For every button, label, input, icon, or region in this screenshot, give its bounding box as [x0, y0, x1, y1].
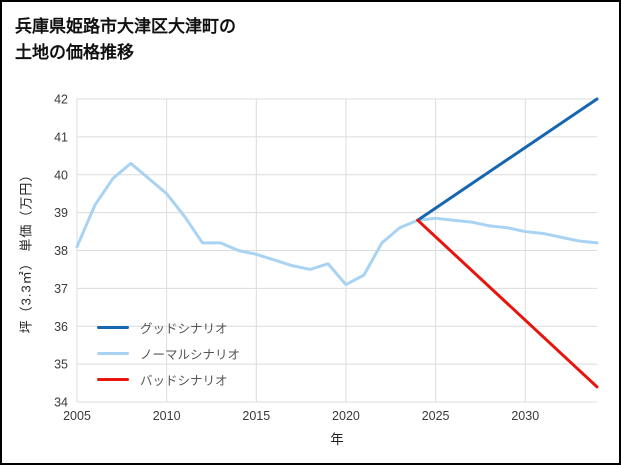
legend-swatch-good-scenario	[97, 325, 129, 329]
svg-text:2015: 2015	[242, 409, 270, 423]
svg-text:2030: 2030	[511, 409, 539, 423]
y-axis-label: 坪（3.3㎡） 単価（万円）	[18, 167, 34, 334]
legend: グッドシナリオ ノーマルシナリオ バッドシナリオ	[97, 319, 241, 388]
legend-item-normal-scenario: ノーマルシナリオ	[97, 345, 241, 362]
svg-text:2025: 2025	[422, 409, 450, 423]
svg-text:37: 37	[54, 282, 68, 296]
y-axis-label-wrap: 坪（3.3㎡） 単価（万円）	[10, 99, 40, 402]
chart-title: 兵庫県姫路市大津区大津町の 土地の価格推移	[15, 17, 236, 63]
legend-swatch-bad-scenario	[97, 377, 129, 381]
svg-text:2005: 2005	[63, 409, 91, 423]
plot-area: 34 35 36 37 38 39 40 41 42 2005 2010 2015 2020 2025 20…	[54, 93, 599, 423]
svg-text:36: 36	[54, 320, 68, 334]
svg-text:2020: 2020	[332, 409, 360, 423]
svg-text:35: 35	[54, 358, 68, 372]
chart-canvas: 34 35 36 37 38 39 40 41 42 2005 2010 2015 2020 2025 20…	[54, 93, 599, 423]
svg-text:41: 41	[54, 130, 68, 144]
svg-text:39: 39	[54, 206, 68, 220]
svg-text:42: 42	[54, 93, 68, 107]
legend-label-normal-scenario: ノーマルシナリオ	[140, 347, 241, 362]
legend-label-good-scenario: グッドシナリオ	[140, 321, 228, 336]
legend-item-bad-scenario: バッドシナリオ	[97, 371, 240, 388]
legend-swatch-normal-scenario	[97, 351, 129, 355]
legend-item-good-scenario: グッドシナリオ	[97, 319, 240, 336]
svg-text:38: 38	[54, 244, 68, 258]
svg-text:40: 40	[54, 168, 68, 182]
svg-text:34: 34	[54, 396, 68, 410]
x-axis-label: 年	[330, 432, 344, 447]
legend-label-bad-scenario: バッドシナリオ	[140, 373, 228, 388]
svg-text:2010: 2010	[153, 409, 181, 423]
